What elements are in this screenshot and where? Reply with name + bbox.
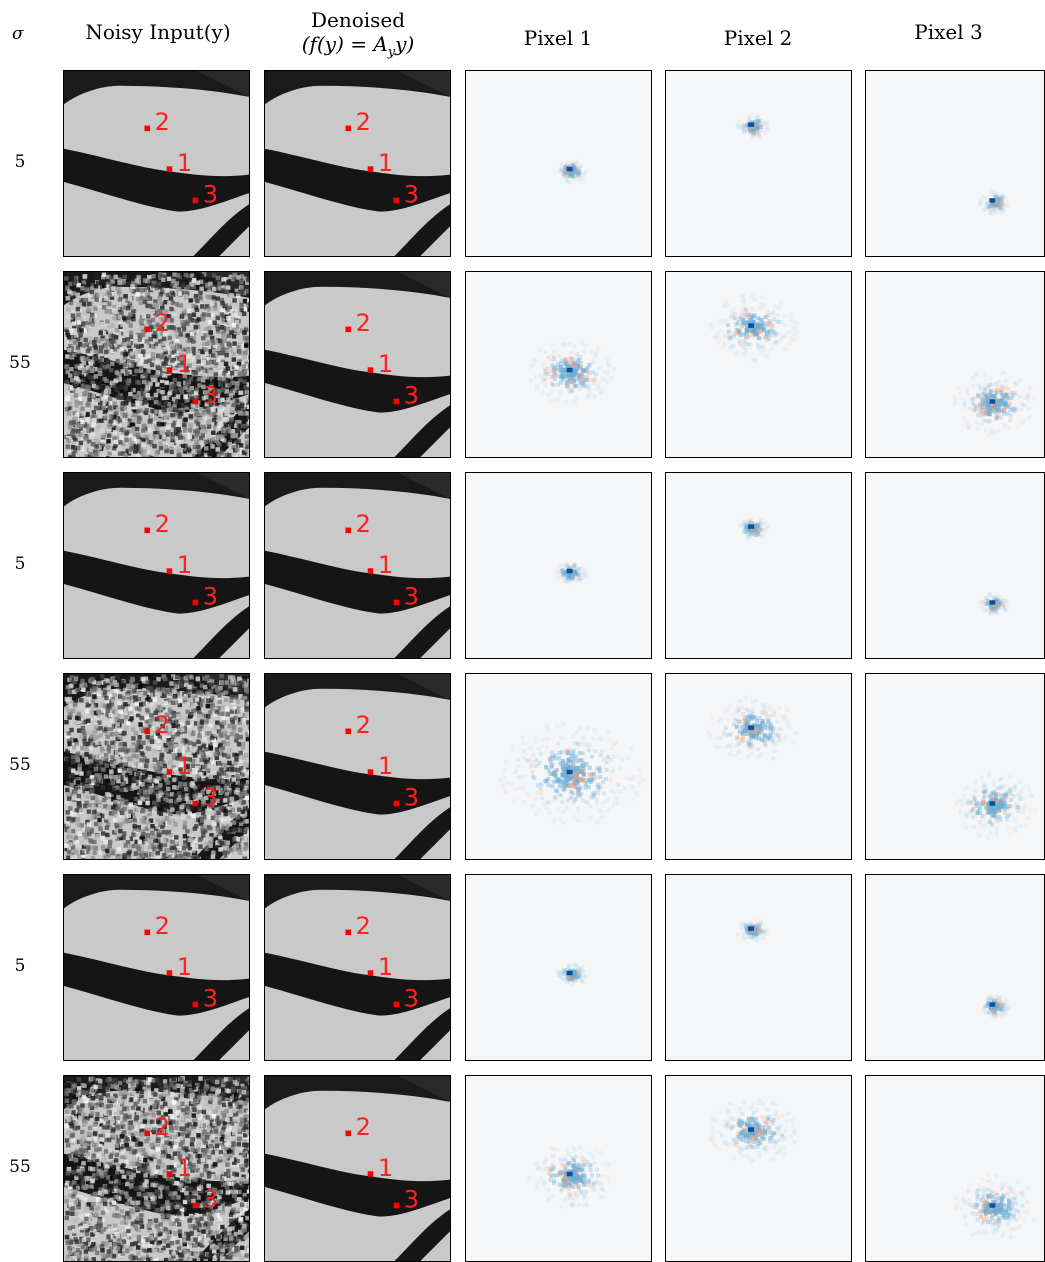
denoised-header-line2: (f(y) = Ayy) (260, 32, 456, 61)
row-6-denoised-marker-label-3: 3 (404, 1185, 419, 1213)
row-3-noisy-marker-label-3: 3 (203, 582, 218, 610)
row-3-pixel3-panel (865, 472, 1045, 659)
row-4-denoised-marker-label-3: 3 (404, 783, 419, 811)
row-3-sigma-label: 5 (0, 554, 40, 574)
row-6-sigma-label: 55 (0, 1157, 40, 1177)
row-3-denoised-marker-label-2: 2 (356, 510, 371, 538)
row-1-pixel2-panel (665, 70, 852, 257)
pixel2-header: Pixel 2 (664, 26, 852, 50)
row-1-denoised-marker-label-3: 3 (404, 180, 419, 208)
row-5-noisy-marker-label-3: 3 (203, 984, 218, 1012)
row-1-noisy-marker-label-3: 3 (203, 180, 218, 208)
row-3-denoised-marker-label-1: 1 (378, 551, 393, 579)
row-6-noisy-marker-label-3: 3 (203, 1185, 218, 1213)
row-2-noisy-marker-label-3: 3 (203, 381, 218, 409)
pixel1-header: Pixel 1 (462, 26, 654, 50)
row-5-noisy-marker-label-2: 2 (155, 912, 170, 940)
row-4-pixel1-panel (465, 673, 652, 860)
row-1-noisy-marker-label-2: 2 (155, 108, 170, 136)
row-2-pixel2-panel (665, 271, 852, 458)
row-1-denoised-marker-label-2: 2 (356, 108, 371, 136)
row-5-sigma-label: 5 (0, 956, 40, 976)
row-6-pixel1-panel (465, 1075, 652, 1262)
row-4-pixel2-panel (665, 673, 852, 860)
row-5-denoised-marker-label-3: 3 (404, 984, 419, 1012)
noisy-input-header: Noisy Input(y) (58, 20, 258, 44)
row-4-noisy-marker-label-3: 3 (203, 783, 218, 811)
row-1-pixel1-panel (465, 70, 652, 257)
row-6-denoised-marker-label-2: 2 (356, 1113, 371, 1141)
row-6-pixel3-panel (865, 1075, 1045, 1262)
row-2-denoised-marker-label-3: 3 (404, 381, 419, 409)
row-4-sigma-label: 55 (0, 755, 40, 775)
row-6-noisy-marker-label-1: 1 (177, 1154, 192, 1182)
denoised-header: Denoised (f(y) = Ayy) (260, 8, 456, 61)
row-2-sigma-label: 55 (0, 353, 40, 373)
row-3-noisy-marker-label-1: 1 (177, 551, 192, 579)
row-3-pixel2-panel (665, 472, 852, 659)
row-4-pixel3-panel (865, 673, 1045, 860)
row-5-pixel1-panel (465, 874, 652, 1061)
row-6-pixel2-panel (665, 1075, 852, 1262)
row-4-noisy-marker-label-2: 2 (155, 711, 170, 739)
row-2-pixel3-panel (865, 271, 1045, 458)
row-5-pixel3-panel (865, 874, 1045, 1061)
row-6-denoised-marker-label-1: 1 (378, 1154, 393, 1182)
sigma-column-header: σ (12, 24, 24, 44)
row-2-denoised-marker-label-1: 1 (378, 350, 393, 378)
row-1-denoised-marker-label-1: 1 (378, 149, 393, 177)
row-4-noisy-marker-label-1: 1 (177, 752, 192, 780)
row-1-noisy-marker-label-1: 1 (177, 149, 192, 177)
denoised-header-line1: Denoised (260, 8, 456, 32)
row-2-denoised-marker-label-2: 2 (356, 309, 371, 337)
row-4-denoised-marker-label-2: 2 (356, 711, 371, 739)
row-2-noisy-marker-label-2: 2 (155, 309, 170, 337)
row-3-denoised-marker-label-3: 3 (404, 582, 419, 610)
row-5-pixel2-panel (665, 874, 852, 1061)
row-3-noisy-marker-label-2: 2 (155, 510, 170, 538)
row-1-pixel3-panel (865, 70, 1045, 257)
row-2-noisy-marker-label-1: 1 (177, 350, 192, 378)
row-5-noisy-marker-label-1: 1 (177, 953, 192, 981)
row-3-pixel1-panel (465, 472, 652, 659)
row-5-denoised-marker-label-1: 1 (378, 953, 393, 981)
row-6-noisy-marker-label-2: 2 (155, 1113, 170, 1141)
pixel3-header: Pixel 3 (856, 20, 1041, 44)
row-4-denoised-marker-label-1: 1 (378, 752, 393, 780)
row-2-pixel1-panel (465, 271, 652, 458)
row-1-sigma-label: 5 (0, 152, 40, 172)
row-5-denoised-marker-label-2: 2 (356, 912, 371, 940)
